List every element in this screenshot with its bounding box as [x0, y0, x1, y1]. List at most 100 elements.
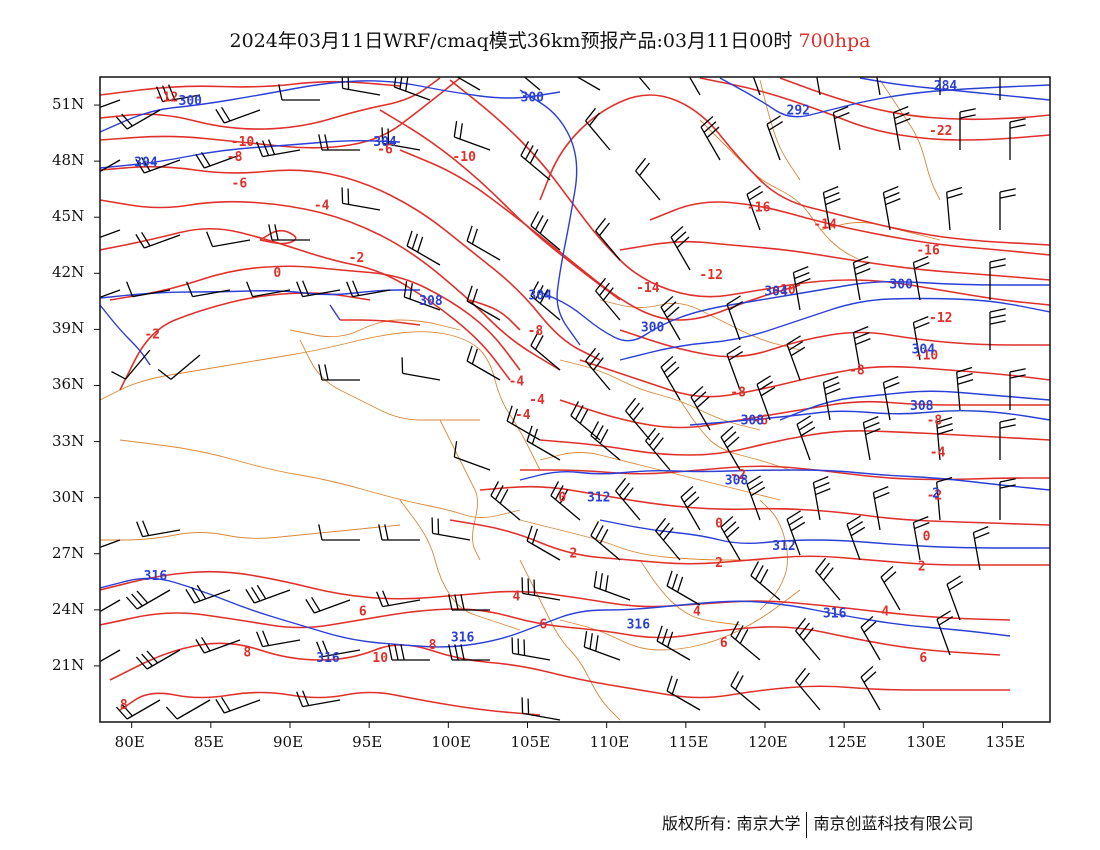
wind-barb [453, 441, 491, 471]
wind-barb [583, 631, 621, 661]
wind-barb [746, 185, 764, 231]
wind-barb [186, 281, 231, 298]
temperature-label: 6 [539, 618, 547, 633]
temperature-isoline [100, 77, 461, 149]
wind-barb [403, 281, 441, 311]
wind-barb [936, 610, 954, 656]
temperature-isoline [100, 199, 561, 371]
temperature-isoline [779, 77, 1050, 121]
height-label: 316 [627, 618, 651, 633]
temperature-label: -16 [916, 244, 940, 259]
geopotential-isoline [100, 304, 151, 366]
wind-barb [431, 517, 471, 541]
wind-barb [638, 77, 651, 91]
wind-barb [726, 295, 744, 341]
wind-barb [795, 617, 821, 661]
lon-tick-label: 85E [193, 733, 224, 751]
geopotential-isoline [519, 469, 1050, 491]
temperature-label: 0 [715, 517, 723, 532]
title-text: 2024年03月11日WRF/cmaq模式36km预报产品:03月11日00时 [229, 30, 793, 52]
wind-barb [730, 671, 761, 711]
province-border [289, 319, 461, 338]
temperature-label: -14 [813, 217, 837, 232]
temperature-label: -8 [227, 150, 243, 165]
geopotential-isoline [599, 519, 1050, 549]
wind-barb [448, 594, 490, 611]
wind-barb [453, 121, 491, 151]
map-title: 2024年03月11日WRF/cmaq模式36km预报产品:03月11日00时 … [0, 26, 1100, 53]
wind-barb [666, 570, 701, 606]
wind-barb [999, 418, 1016, 460]
wind-barb [100, 159, 121, 173]
temperature-isoline [100, 77, 441, 130]
wind-barb [115, 109, 161, 130]
wind-barb [100, 539, 121, 548]
wind-barb [655, 517, 681, 561]
wind-barb [999, 77, 1001, 100]
wind-barb [135, 649, 181, 670]
geopotential-isoline [619, 297, 1050, 361]
wind-barb [296, 280, 341, 298]
wind-barb [346, 280, 391, 298]
wind-barb [656, 625, 691, 661]
wind-barb [526, 425, 561, 461]
height-label: 304 [134, 156, 158, 171]
temperature-isoline [539, 430, 1050, 456]
wind-barb [720, 425, 741, 471]
lon-tick-label: 100E [431, 733, 471, 751]
wind-barb [989, 258, 1006, 300]
wind-barb [585, 107, 611, 151]
temperature-label: 2 [570, 546, 578, 561]
lon-tick-label: 90E [273, 733, 304, 751]
temperature-isoline [539, 94, 1050, 246]
wind-barb [590, 421, 621, 461]
wind-barb [125, 589, 171, 610]
wind-barb [100, 99, 121, 108]
temperature-label: 4 [513, 589, 521, 604]
wind-barb [1009, 118, 1026, 160]
temperature-label: 6 [359, 604, 367, 619]
wind-barb [750, 561, 781, 601]
wind-barb [100, 649, 121, 663]
copyright-footer: 版权所有: 南京大学 南京创蓝科技有限公司 [662, 810, 974, 838]
lat-tick-label: 45N [52, 207, 85, 226]
wind-barb [576, 77, 601, 91]
wind-barb [570, 401, 601, 441]
wind-barb [956, 366, 974, 411]
province-border [100, 331, 541, 471]
height-label: 292 [787, 103, 810, 118]
temperature-isoline [579, 359, 1050, 398]
wind-barb [882, 186, 901, 231]
temperature-isoline [520, 465, 1050, 481]
temperature-contours [100, 77, 1050, 716]
temperature-isoline [100, 608, 1001, 656]
wind-barb [521, 697, 561, 721]
wind-barb [195, 151, 241, 169]
wind-barb [256, 630, 301, 648]
height-label: 300 [889, 277, 913, 292]
wind-barb [305, 596, 351, 614]
province-border [639, 559, 741, 626]
wind-barb [318, 364, 360, 381]
height-label: 316 [823, 606, 847, 621]
wind-barb [946, 186, 963, 231]
wind-barb [215, 696, 261, 714]
wind-barb [523, 77, 541, 91]
temperature-label: -10 [772, 283, 796, 298]
temperature-label: 2 [715, 556, 723, 571]
wind-barb [792, 266, 811, 311]
lon-tick-label: 130E [906, 733, 946, 751]
wind-barb [246, 281, 291, 298]
wind-barb [206, 231, 251, 248]
wind-barb [135, 231, 181, 249]
wind-barb [852, 326, 871, 371]
wind-barb [726, 345, 744, 391]
wind-barb [136, 520, 181, 538]
temperature-isoline [100, 165, 601, 361]
province-border [699, 119, 861, 261]
province-border [539, 452, 781, 501]
temperature-label: -2 [349, 251, 365, 266]
wind-barbs [100, 77, 1026, 721]
wind-barb [185, 584, 231, 604]
height-label: 316 [451, 631, 475, 646]
